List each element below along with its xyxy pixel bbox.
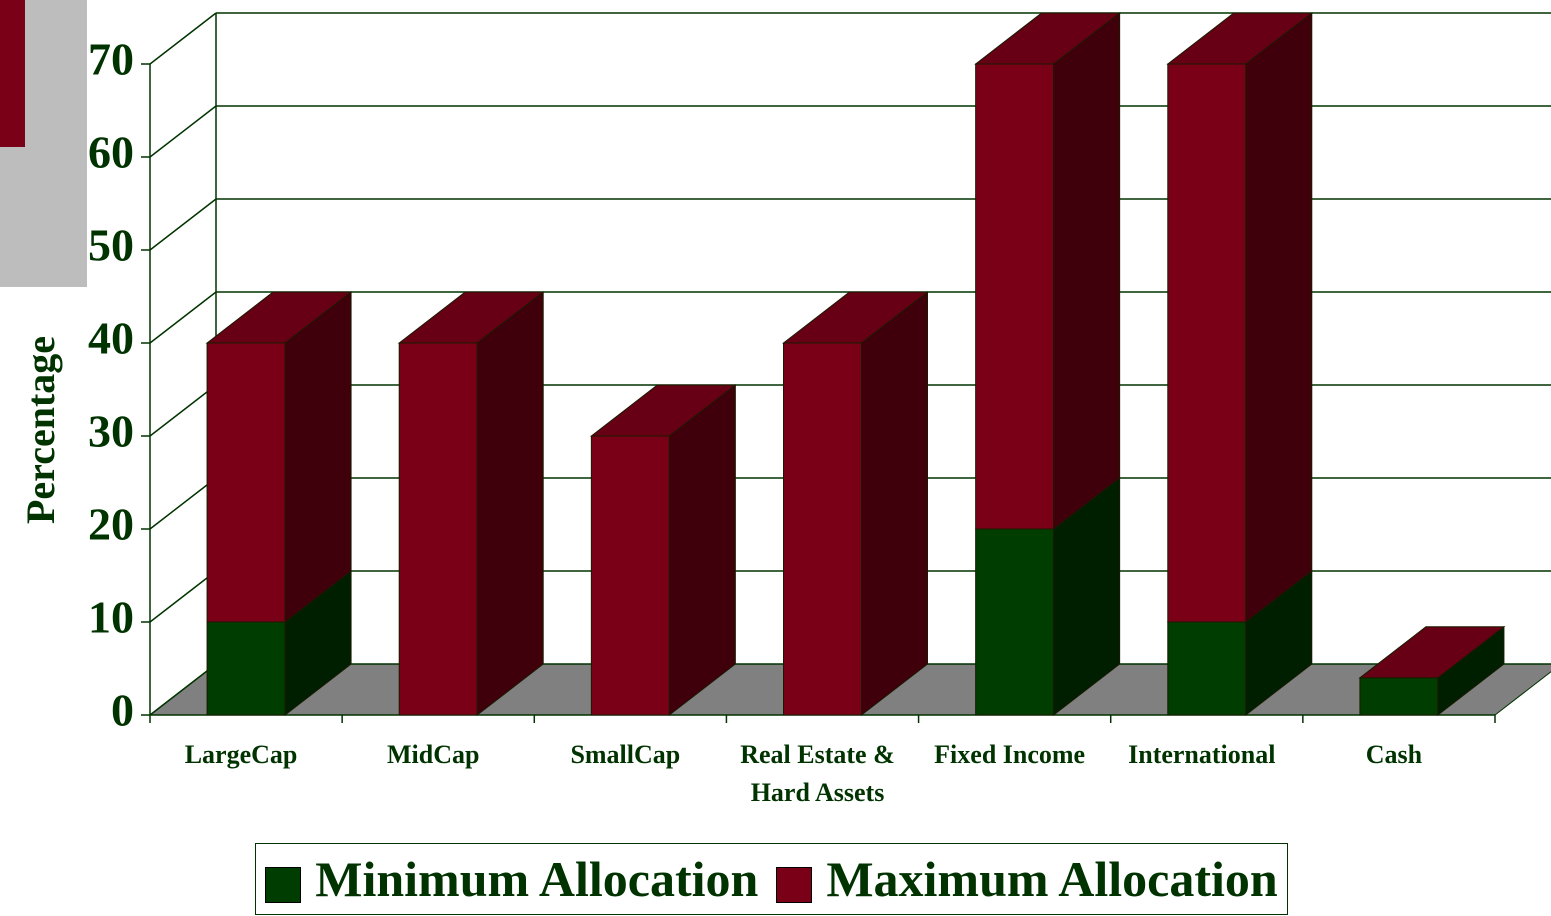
y-tick-label: 10 [88, 592, 134, 643]
bar-front [783, 342, 862, 716]
grid-diagonal [149, 570, 217, 623]
bar-front [206, 342, 286, 623]
legend-swatch [265, 866, 302, 903]
legend-label: Minimum Allocation [315, 851, 759, 907]
bar-front [975, 63, 1055, 530]
grid-diagonal [149, 663, 217, 716]
legend-swatch [776, 866, 813, 903]
y-tick-label: 40 [88, 313, 134, 364]
grid-diagonal [149, 477, 217, 530]
bar-front [590, 435, 670, 716]
grid-diagonal [149, 291, 217, 344]
x-tick-label: Real Estate & Hard Assets [740, 740, 895, 807]
x-tick-label: Fixed Income [934, 740, 1086, 769]
decor-red [0, 0, 25, 147]
grid-diagonal [149, 198, 217, 251]
grid-diagonal [149, 105, 217, 158]
y-axis-label: Percentage [18, 336, 63, 524]
bar-top [974, 12, 1122, 65]
bar-side [1053, 11, 1121, 531]
y-tick-label: 20 [88, 499, 134, 550]
bar-front [398, 342, 478, 716]
grid-diagonal [149, 384, 217, 437]
x-tick-label: SmallCap [570, 740, 681, 769]
bar-front [1167, 63, 1247, 623]
legend-label: Maximum Allocation [826, 851, 1278, 907]
bar-top [397, 291, 545, 344]
bar-top [589, 384, 737, 437]
bar-front [1167, 621, 1247, 716]
bar-side [284, 290, 352, 624]
bar-side [668, 383, 736, 717]
bar-front [1359, 677, 1439, 716]
y-tick-label: 50 [88, 220, 134, 271]
bar-top [1166, 12, 1314, 65]
bar-top [205, 291, 353, 344]
bar-side [861, 290, 928, 717]
y-tick-label: 30 [88, 406, 134, 457]
grid-diagonal [149, 12, 217, 65]
bar-front [206, 621, 286, 716]
bar-side [476, 290, 544, 717]
y-tick-label: 70 [88, 34, 134, 85]
y-tick-label: 60 [88, 127, 134, 178]
y-tick-label: 0 [111, 685, 134, 736]
x-tick-label: Cash [1365, 740, 1423, 769]
bar-front [975, 528, 1055, 716]
legend: Minimum Allocation Maximum Allocation [255, 843, 1288, 915]
legend-item: Minimum Allocation [265, 850, 758, 908]
x-tick-label: MidCap [386, 740, 480, 769]
bar-side [1245, 11, 1313, 624]
legend-item: Maximum Allocation [776, 850, 1278, 908]
bar-top [1358, 626, 1506, 679]
x-tick-label: International [1128, 740, 1276, 769]
bar-top [782, 291, 929, 344]
x-tick-label: LargeCap [184, 740, 298, 769]
